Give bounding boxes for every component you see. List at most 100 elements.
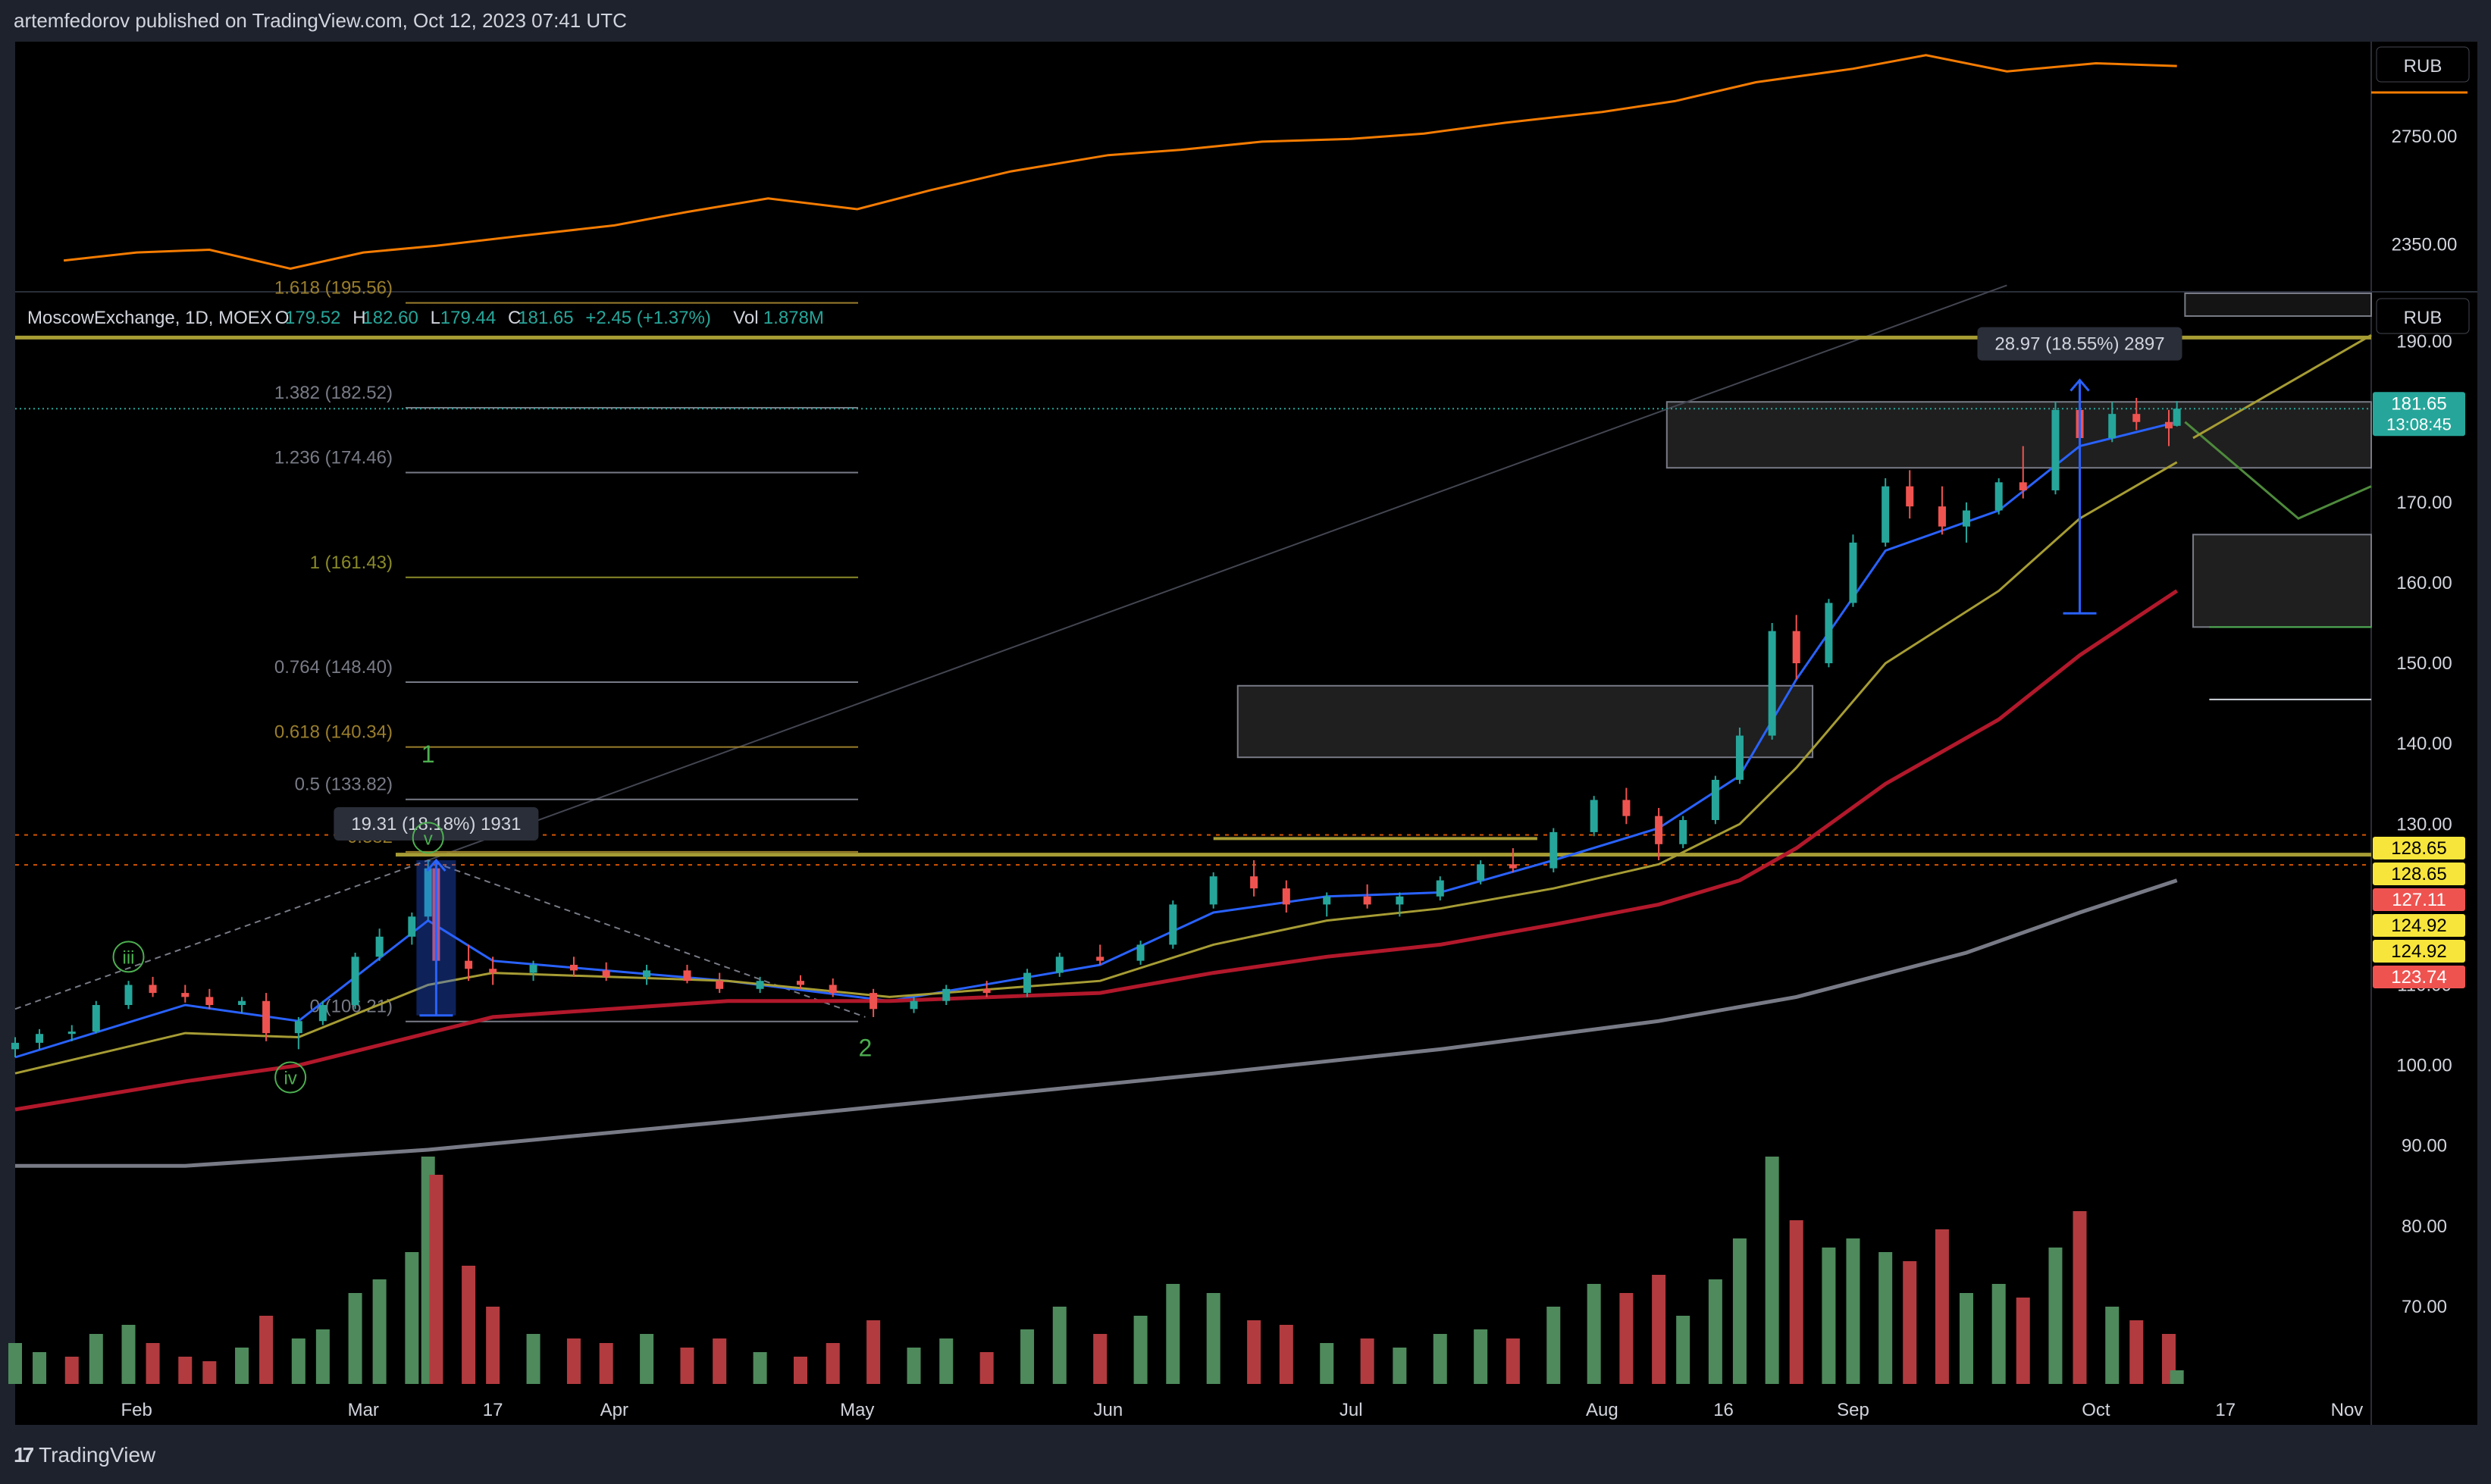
measure-arrowhead — [2070, 378, 2090, 392]
publisher-caption: artemfedorov published on TradingView.co… — [14, 9, 627, 32]
candle-body — [1825, 603, 1833, 664]
currency-badge-top — [2376, 46, 2470, 83]
time-axis-tick-label: Apr — [600, 1400, 628, 1420]
price-badge-countdown: 13:08:45 — [2386, 415, 2452, 434]
volume-bar — [866, 1320, 881, 1384]
wave-label: v — [424, 828, 433, 849]
volume-bar — [1433, 1334, 1447, 1384]
candle-body — [942, 988, 951, 1001]
price-axis-tick-label: 140.00 — [2396, 734, 2452, 754]
footer-brand[interactable]: TradingView — [39, 1443, 156, 1467]
volume-bar — [178, 1357, 193, 1384]
time-axis-tick-label: Aug — [1586, 1400, 1618, 1420]
volume-bar — [405, 1252, 419, 1384]
projection-down — [2184, 421, 2372, 520]
currency-label-top: RUB — [2404, 56, 2442, 77]
zone-rectangle — [2192, 534, 2373, 628]
fib-level-label: 0.5 (133.82) — [295, 775, 393, 795]
volume-bar — [907, 1348, 921, 1384]
time-axis-tick-label: Mar — [348, 1400, 379, 1420]
candle-body — [181, 993, 190, 997]
candle-body — [1792, 631, 1800, 664]
candle-body — [1096, 956, 1104, 961]
candle-body — [375, 936, 384, 957]
price-badge-label: 128.65 — [2391, 864, 2446, 884]
volume-bar — [64, 1357, 79, 1384]
volume-bar — [202, 1361, 217, 1384]
volume-bar — [348, 1293, 362, 1384]
volume-bar — [1020, 1329, 1035, 1384]
volume-bar — [486, 1307, 500, 1384]
wave-circle — [112, 941, 145, 973]
volume-bar — [1474, 1329, 1488, 1384]
legend-o-label: O — [275, 308, 290, 328]
price-badge — [2373, 940, 2465, 963]
candle-body — [1209, 876, 1217, 905]
volume-bar — [1279, 1325, 1293, 1384]
candle-body — [124, 985, 133, 1006]
volume-bar — [826, 1343, 840, 1384]
volume-bar — [1991, 1284, 2006, 1384]
trend-line — [428, 284, 2007, 861]
legend-close: 181.65 — [518, 308, 573, 328]
volume-bar — [1166, 1284, 1180, 1384]
candle-body — [1768, 631, 1776, 736]
candle-body — [1906, 486, 1914, 507]
legend-h-label: H — [352, 308, 365, 328]
volume-bar — [2073, 1211, 2087, 1384]
volume-bar — [599, 1343, 613, 1384]
volume-bar — [1133, 1316, 1148, 1384]
top-axis-tick-label: 2350.00 — [2392, 234, 2458, 255]
candle-body — [797, 981, 804, 985]
candle-body — [1549, 831, 1558, 869]
candle-body — [1169, 904, 1177, 945]
volume-bar — [1935, 1229, 1949, 1384]
candle-body — [424, 868, 432, 917]
candle-body — [569, 964, 578, 971]
measure-label-box — [334, 807, 539, 841]
price-badge — [2373, 392, 2465, 437]
fib-level-label: 0.764 (148.40) — [274, 657, 393, 678]
volume-bar — [429, 1175, 443, 1384]
fib-level-label: 1 (161.43) — [310, 553, 393, 573]
candle-body — [262, 1000, 271, 1034]
candle-body — [1882, 486, 1890, 543]
volume-bar — [1247, 1320, 1261, 1384]
price-axis-tick-label: 80.00 — [2402, 1216, 2447, 1237]
candle-body — [1711, 779, 1719, 820]
candle-body — [1396, 896, 1404, 905]
volume-bar — [1676, 1316, 1690, 1384]
wave-label: iii — [123, 947, 135, 968]
candle-body — [1282, 888, 1290, 905]
price-axis-tick-label: 190.00 — [2396, 332, 2452, 352]
fib-level-label: 1.382 (182.52) — [274, 383, 393, 403]
candle-body — [149, 985, 157, 994]
volume-bar — [1546, 1307, 1561, 1384]
measure-label-box — [1977, 327, 2182, 361]
time-axis-tick-label: Jun — [1094, 1400, 1123, 1420]
candle-body — [1849, 542, 1857, 603]
time-axis-tick-label: May — [840, 1400, 874, 1420]
time-axis-tick-label: Nov — [2331, 1400, 2364, 1420]
volume-bar — [33, 1352, 47, 1384]
candle-body — [1962, 510, 1970, 527]
zone-rectangle-top — [2184, 293, 2373, 317]
volume-bar — [1093, 1334, 1108, 1384]
price-axis-tick-label: 100.00 — [2396, 1056, 2452, 1076]
legend-vol-label: Vol — [733, 308, 758, 328]
top-axis-tick-label: 2750.00 — [2392, 127, 2458, 147]
volume-bar — [1878, 1252, 1893, 1384]
price-badge — [2373, 888, 2465, 911]
candle-body — [829, 985, 837, 994]
volume-bar — [1903, 1261, 1917, 1384]
candle-body — [465, 960, 473, 969]
price-axis-tick-label: 70.00 — [2402, 1297, 2447, 1317]
price-badge — [2373, 863, 2465, 885]
wave-label: 2 — [859, 1034, 873, 1061]
candle-body — [408, 916, 416, 937]
volume-bar — [2016, 1298, 2030, 1384]
fib-level-label: 1.618 (195.56) — [274, 278, 393, 299]
candle-body — [1735, 735, 1744, 780]
time-axis-tick-label: Jul — [1340, 1400, 1363, 1420]
